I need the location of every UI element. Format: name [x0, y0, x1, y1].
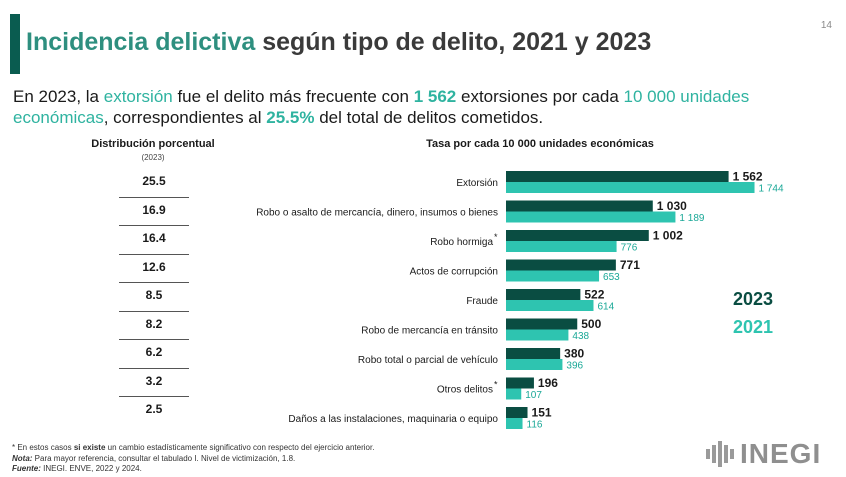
bar-2023 — [506, 318, 578, 330]
title-rest-text: según tipo de delito, 2021 y 2023 — [255, 28, 652, 56]
summary-part: , correspondientes al — [103, 108, 267, 127]
footnotes: * En estos casos si existe un cambio est… — [12, 443, 374, 475]
data-label-2021: 776 — [621, 243, 638, 254]
footnote-emphasis: si existe — [73, 443, 106, 452]
bar-2023 — [506, 348, 561, 359]
bar-2021 — [506, 300, 594, 311]
category-label: Extorsión — [456, 178, 498, 189]
data-label-2023: 1 030 — [657, 199, 687, 213]
footnote-label: Nota: — [12, 453, 33, 463]
chart-title: Tasa por cada 10 000 unidades económicas — [426, 138, 654, 150]
summary-text: En 2023, la extorsión fue el delito más … — [13, 86, 843, 128]
inegi-logo-text: INEGI — [740, 438, 822, 469]
bar-2021 — [506, 182, 755, 193]
data-label-2021: 1 189 — [679, 213, 704, 224]
page-title: Incidencia delictiva según tipo de delit… — [26, 28, 651, 57]
category-label: Actos de corrupción — [410, 267, 498, 278]
data-label-2023: 522 — [584, 288, 604, 302]
title-accent-bar — [10, 14, 20, 74]
data-label-2021: 107 — [525, 390, 542, 401]
bar-2021 — [506, 329, 569, 341]
data-label-2023: 500 — [581, 317, 601, 331]
category-label: Otros delitos — [437, 385, 493, 396]
data-label-2023: 1 562 — [733, 170, 763, 184]
legend-2023: 2023 — [733, 289, 774, 309]
distribution-value: 2.5 — [145, 402, 163, 416]
page-number: 14 — [820, 20, 832, 31]
data-label-2023: 771 — [620, 258, 640, 272]
summary-part: del total de delitos cometidos. — [314, 108, 544, 127]
summary-part: En 2023, la — [13, 87, 104, 106]
bar-2023 — [506, 171, 729, 182]
summary-highlight: extorsión — [103, 87, 173, 106]
significance-asterisk: * — [494, 232, 498, 242]
distribution-value: 16.9 — [119, 198, 189, 226]
footnote-text: Para mayor referencia, consultar el tabu… — [32, 453, 296, 463]
bar-2021 — [506, 359, 563, 370]
bar-2023 — [506, 377, 534, 389]
data-label-2021: 653 — [603, 272, 620, 283]
bar-2023 — [506, 230, 649, 241]
data-label-2021: 1 744 — [759, 184, 784, 195]
bar-2021 — [506, 270, 600, 282]
category-label: Robo hormiga — [430, 237, 493, 248]
summary-highlight: 10 000 unidades económicas — [13, 87, 750, 127]
bar-2023 — [506, 407, 528, 418]
summary-part: fue el delito más frecuente con — [172, 87, 414, 106]
summary-part: extorsiones por cada — [456, 87, 624, 106]
distribution-subtitle: (2023) — [141, 153, 165, 162]
bar-2021 — [506, 211, 676, 223]
distribution-value: 12.6 — [119, 255, 189, 283]
footnote-text: * En estos casos — [12, 443, 74, 452]
bar-2023 — [506, 289, 581, 300]
inegi-logo-icon — [706, 441, 736, 467]
footnote-text: un cambio estadísticamente significativo… — [105, 443, 375, 452]
distribution-value: 16.4 — [119, 226, 189, 255]
footnote-text: INEGI. ENVE, 2022 y 2024. — [40, 464, 142, 473]
summary-highlight: 1 562 — [413, 87, 457, 106]
data-label-2021: 614 — [597, 302, 614, 313]
data-label-2023: 151 — [532, 406, 552, 420]
legend-2021: 2021 — [733, 317, 774, 337]
category-label: Robo o asalto de mercancía, dinero, insu… — [256, 208, 498, 219]
distribution-value: 25.5 — [119, 169, 189, 198]
bar-2023 — [506, 200, 653, 212]
distribution-value: 6.2 — [119, 340, 189, 369]
footnote-asterisk: * En estos casos si existe un cambio est… — [12, 443, 374, 454]
data-label-2023: 1 002 — [653, 229, 683, 243]
title-accent-text: Incidencia delictiva — [26, 28, 256, 56]
distribution-value: 8.2 — [119, 312, 189, 340]
distribution-list: 25.5 16.9 16.4 12.6 8.5 8.2 6.2 3.2 2.5 — [119, 169, 189, 426]
category-label: Fraude — [466, 296, 498, 307]
data-label-2023: 196 — [538, 376, 558, 390]
data-label-2021: 438 — [572, 331, 589, 342]
distribution-title: Distribución porcentual — [91, 138, 215, 150]
bar-2021 — [506, 241, 617, 252]
significance-asterisk: * — [494, 380, 498, 390]
distribution-value: 8.5 — [119, 283, 189, 312]
category-label: Robo total o parcial de vehículo — [358, 355, 499, 366]
data-label-2021: 396 — [566, 361, 583, 372]
footnote-source: Fuente: INEGI. ENVE, 2022 y 2024. — [12, 464, 374, 475]
category-label: Daños a las instalaciones, maquinaria o … — [288, 414, 498, 425]
distribution-value: 3.2 — [119, 369, 189, 397]
data-label-2023: 380 — [564, 347, 584, 361]
bar-2021 — [506, 388, 522, 400]
inegi-logo: INEGI — [706, 438, 821, 470]
bar-2023 — [506, 259, 616, 271]
bar-2021 — [506, 418, 523, 429]
category-label: Robo de mercancía en tránsito — [361, 326, 498, 337]
data-label-2021: 116 — [527, 420, 543, 431]
footnote-note: Nota: Para mayor referencia, consultar e… — [12, 454, 374, 465]
summary-highlight: 25.5% — [266, 108, 315, 127]
footnote-label: Fuente: — [12, 464, 41, 473]
